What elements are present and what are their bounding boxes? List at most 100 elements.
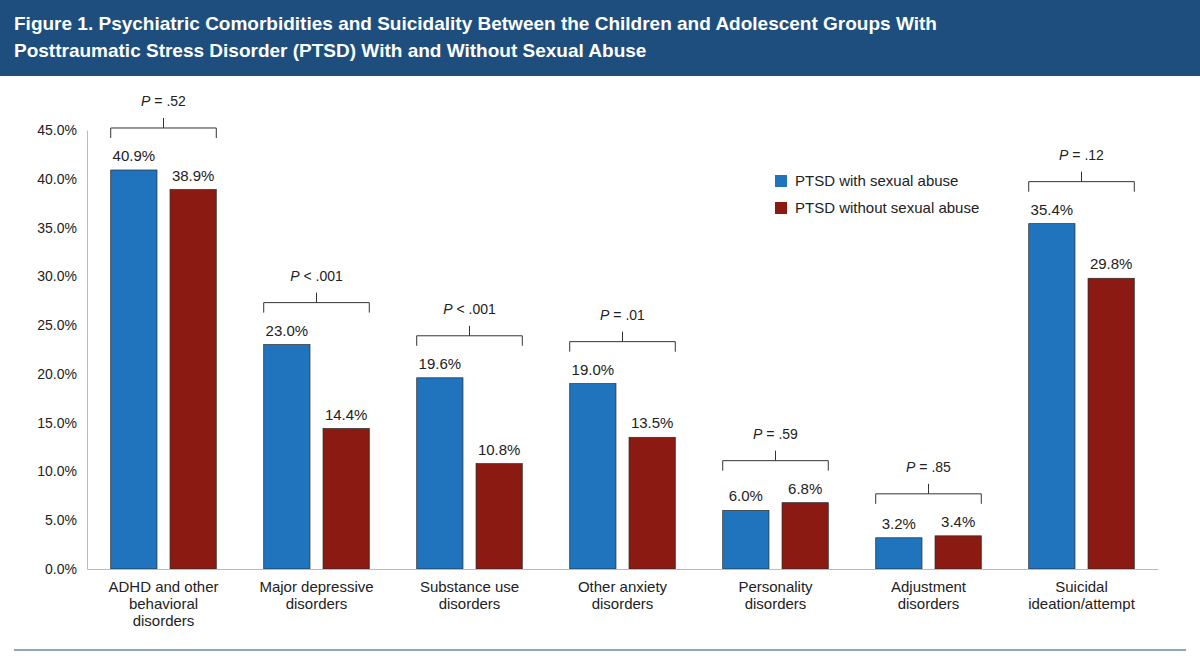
title-bar: Figure 1. Psychiatric Comorbidities and … (0, 0, 1200, 76)
legend-swatch (775, 175, 787, 187)
y-tick: 35.0% (37, 220, 87, 236)
x-tick-label: ADHD and otherbehavioraldisorders (108, 578, 218, 630)
p-value-label: P < .001 (290, 268, 343, 284)
bottom-rule (14, 650, 1186, 651)
y-tick-label: 25.0% (37, 317, 77, 333)
data-label: 13.5% (631, 414, 674, 431)
y-tick: 5.0% (45, 512, 87, 528)
bar (264, 345, 310, 569)
data-label: 10.8% (478, 441, 521, 458)
x-tick-label: Major depressivedisorders (259, 578, 373, 612)
x-tick-label-line: disorders (898, 595, 960, 612)
bar (570, 384, 616, 569)
bar (1088, 278, 1134, 569)
significance-bracket (876, 484, 982, 504)
y-tick-label: 5.0% (45, 512, 77, 528)
data-label: 38.9% (172, 167, 215, 184)
x-tick-label-line: Major depressive (259, 578, 373, 595)
y-tick-label: 20.0% (37, 366, 77, 382)
legend-label: PTSD with sexual abuse (795, 172, 958, 189)
p-value-label: P = .59 (753, 426, 798, 442)
chart-container: 0.0% 5.0% 10.0% 15.0% 20.0% 25.0% 30.0% 35.0% 40… (0, 0, 1200, 663)
y-tick: 30.0% (37, 268, 87, 284)
data-label: 23.0% (266, 322, 309, 339)
x-tick-label: Substance usedisorders (420, 578, 519, 612)
y-tick: 15.0% (37, 415, 87, 431)
x-tick-label-line: disorders (133, 612, 195, 629)
y-tick-label: 15.0% (37, 415, 77, 431)
x-tick: Personalitydisorders (738, 578, 813, 612)
significance-bracket (1029, 172, 1135, 192)
data-label: 14.4% (325, 406, 368, 423)
x-tick: Suicidalideation/attempt (1028, 578, 1136, 612)
x-tick-label-line: disorders (592, 595, 654, 612)
x-tick-label: Personalitydisorders (738, 578, 813, 612)
data-label: 3.4% (941, 513, 975, 530)
x-tick: Major depressivedisorders (259, 578, 373, 612)
p-value-rest: < .001 (300, 268, 343, 284)
p-value-rest: = .12 (1068, 147, 1104, 163)
x-tick-label-line: Personality (738, 578, 813, 595)
significance-bracket (111, 118, 217, 138)
x-tick-label-line: Suicidal (1055, 578, 1108, 595)
x-tick-label-line: disorders (286, 595, 348, 612)
y-axis: 0.0% 5.0% 10.0% 15.0% 20.0% 25.0% 30.0% 35.0% 40… (37, 122, 87, 577)
y-tick-label: 30.0% (37, 268, 77, 284)
p-value-label: P = .12 (1059, 147, 1104, 163)
x-tick-label: Adjustmentdisorders (891, 578, 967, 612)
p-value-label: P < .001 (443, 301, 496, 317)
significance-bracket (570, 332, 676, 352)
bar (417, 378, 463, 569)
p-value-rest: = .59 (762, 426, 798, 442)
p-value-label: P = .52 (141, 93, 186, 109)
chart-svg: 0.0% 5.0% 10.0% 15.0% 20.0% 25.0% 30.0% 35.0% 40… (0, 0, 1200, 663)
y-tick-label: 45.0% (37, 122, 77, 138)
y-tick-label: 10.0% (37, 463, 77, 479)
bar (876, 538, 922, 569)
significance-bracket (417, 326, 523, 346)
y-tick-label: 0.0% (45, 561, 77, 577)
p-value-rest: = .85 (915, 459, 951, 475)
x-tick-label: Other anxietydisorders (578, 578, 668, 612)
significance-bracket (264, 293, 370, 313)
p-value-rest: = .52 (150, 93, 186, 109)
p-value-rest: < .001 (453, 301, 496, 317)
p-value-rest: = .01 (609, 307, 645, 323)
x-tick-label: Suicidalideation/attempt (1028, 578, 1136, 612)
bar (723, 510, 769, 569)
bar (323, 429, 369, 569)
legend: PTSD with sexual abuse PTSD without sexua… (775, 172, 979, 216)
p-value-label: P = .01 (600, 307, 645, 323)
x-tick: Substance usedisorders (420, 578, 519, 612)
data-label: 3.2% (882, 515, 916, 532)
y-tick: 25.0% (37, 317, 87, 333)
y-tick: 45.0% (37, 122, 87, 138)
bar (170, 190, 216, 569)
data-label: 40.9% (113, 147, 156, 164)
legend-swatch (775, 202, 787, 214)
y-tick-label: 40.0% (37, 171, 77, 187)
legend-label: PTSD without sexual abuse (795, 199, 979, 216)
x-tick-label-line: Adjustment (891, 578, 967, 595)
bar (1029, 224, 1075, 569)
significance-bracket (723, 451, 829, 471)
x-tick-label-line: disorders (439, 595, 501, 612)
x-axis-line (88, 569, 1159, 570)
data-label: 35.4% (1031, 201, 1074, 218)
data-label: 19.0% (572, 361, 615, 378)
annotations: P = .52 P < .001 P < .001 P = .01 P = .59 P =… (111, 93, 1135, 504)
x-tick: ADHD and otherbehavioraldisorders (108, 578, 218, 630)
bar (782, 503, 828, 569)
y-tick: 40.0% (37, 171, 87, 187)
x-tick-label-line: disorders (745, 595, 807, 612)
y-tick: 10.0% (37, 463, 87, 479)
p-value-label: P = .85 (906, 459, 951, 475)
x-tick-label-line: ADHD and other (108, 578, 218, 595)
x-axis: ADHD and otherbehavioraldisorders Major d… (88, 570, 1159, 630)
x-tick-label-line: Other anxiety (578, 578, 668, 595)
bar (935, 536, 981, 569)
y-tick-label: 35.0% (37, 220, 77, 236)
bars (111, 170, 1135, 569)
x-tick: Other anxietydisorders (578, 578, 668, 612)
bar (476, 464, 522, 569)
